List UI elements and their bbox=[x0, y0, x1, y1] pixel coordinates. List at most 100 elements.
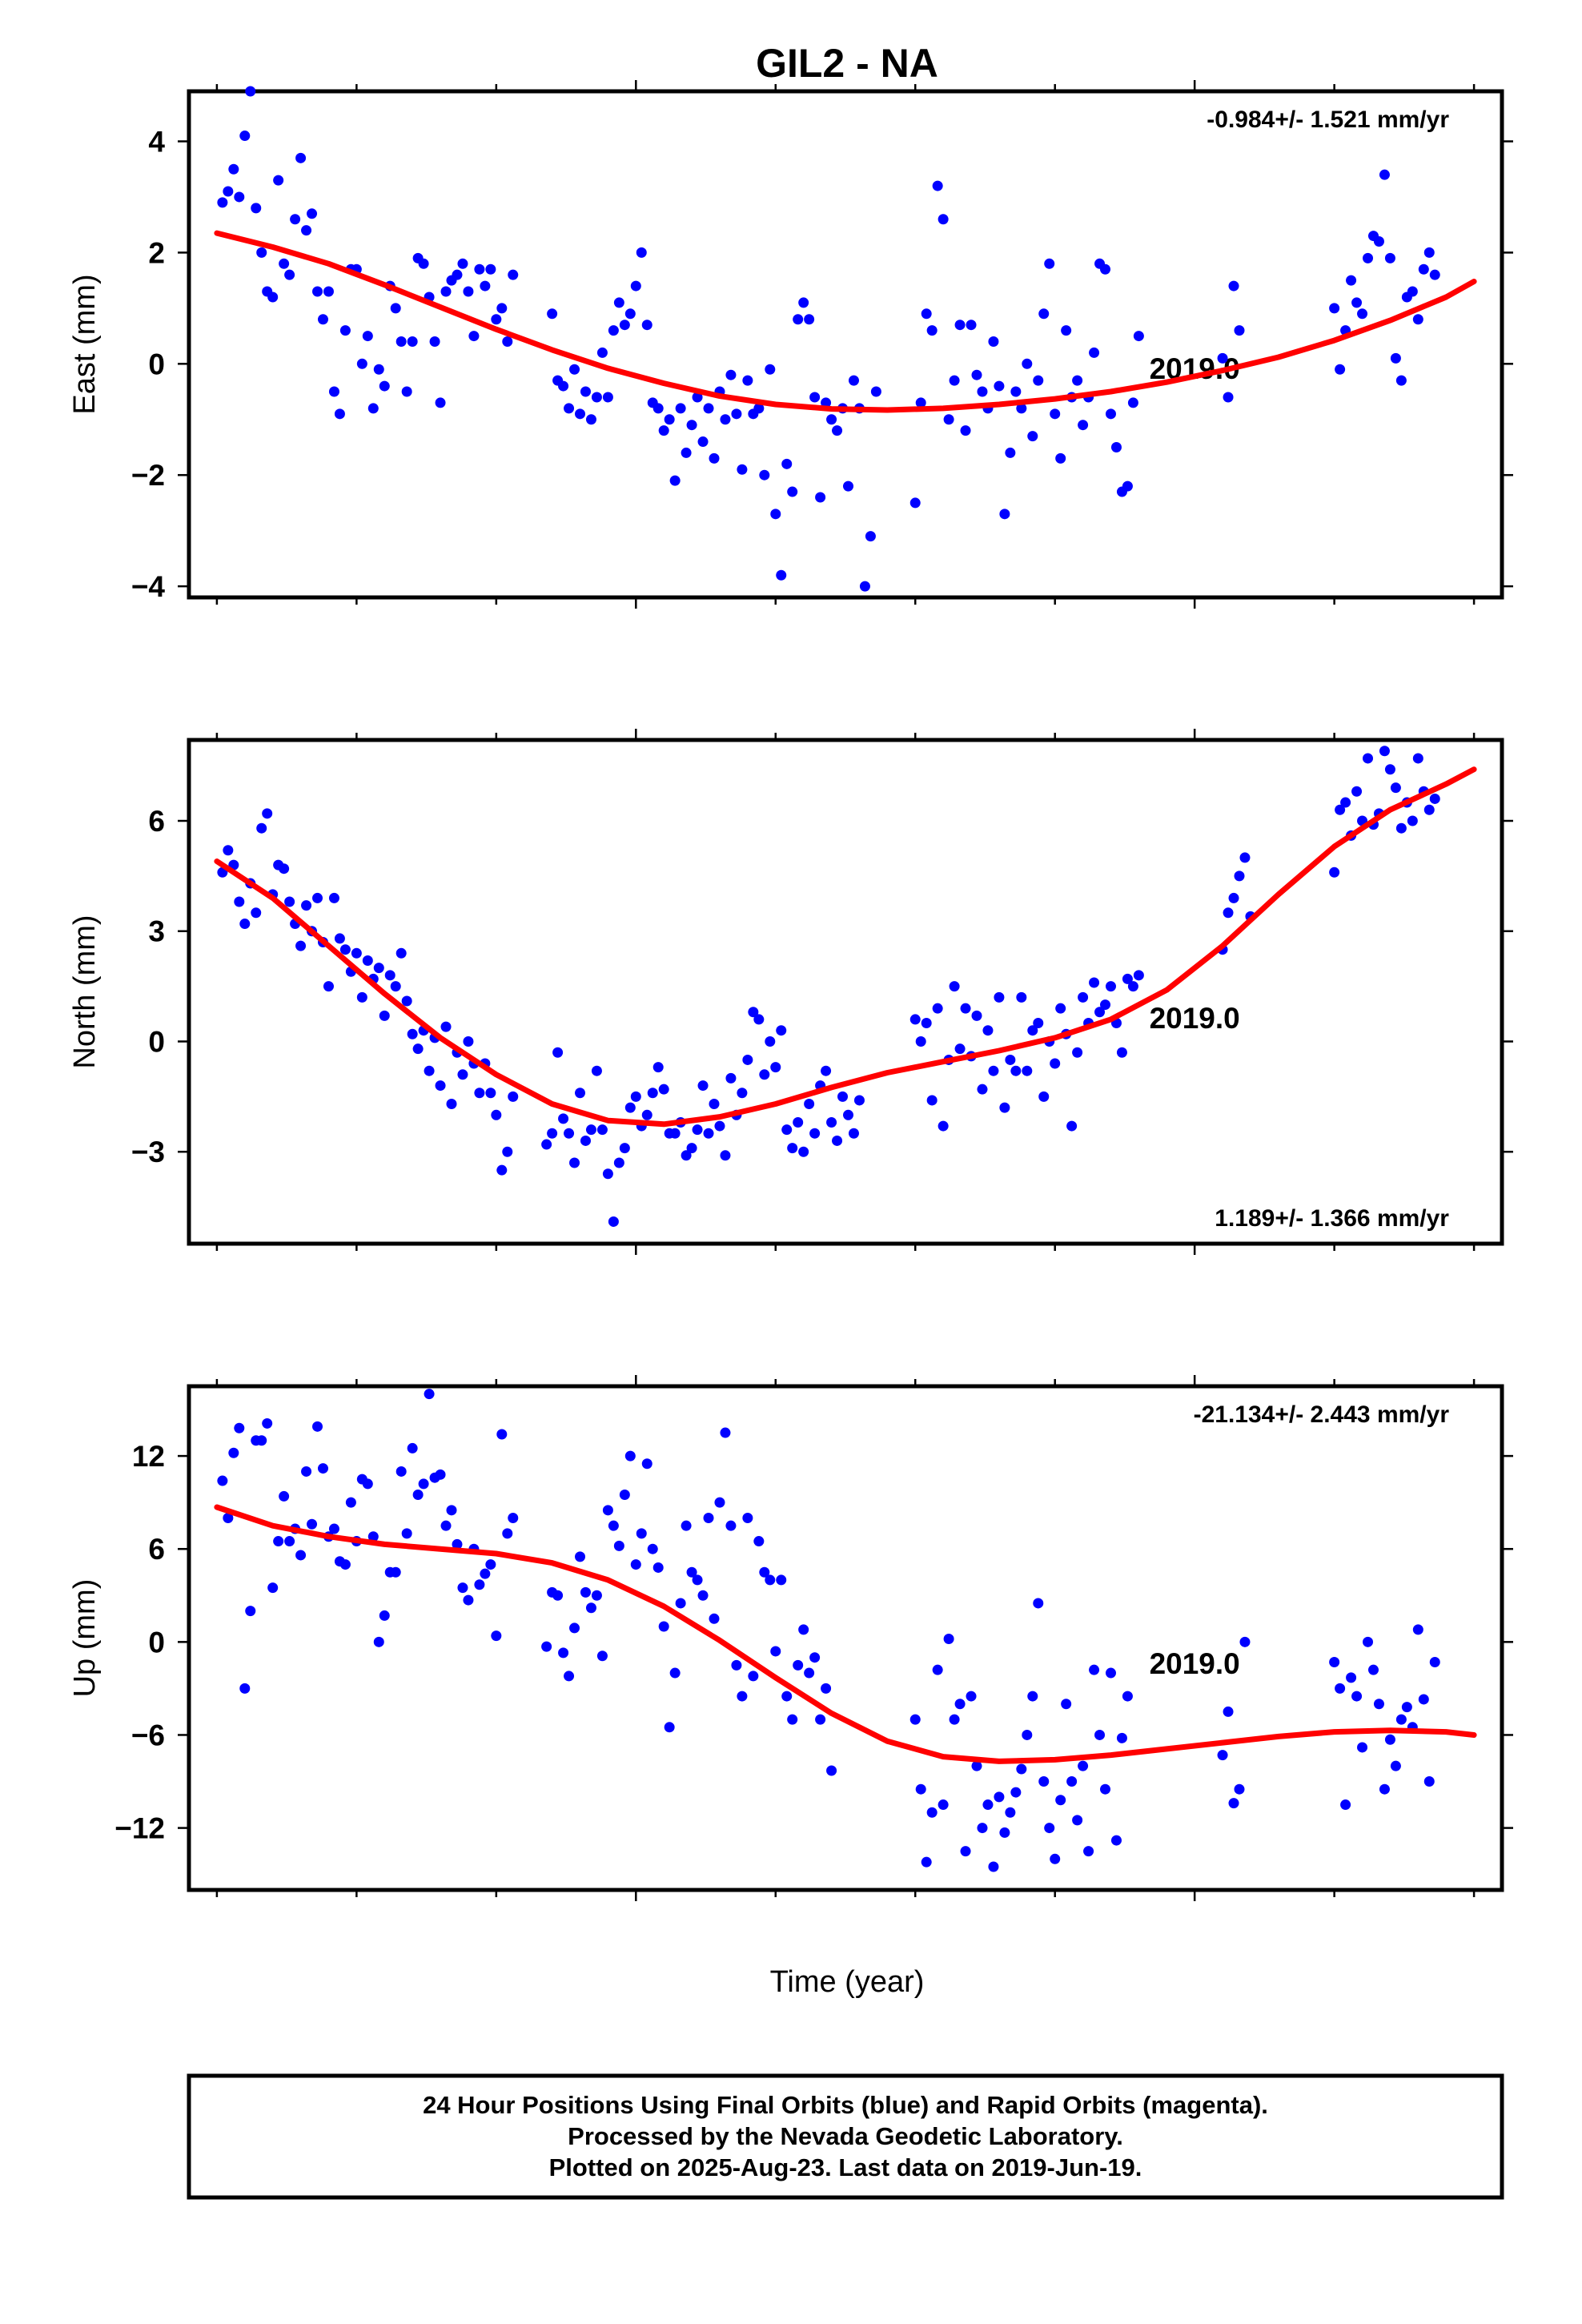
data-point bbox=[1094, 1007, 1106, 1018]
data-point bbox=[502, 1146, 513, 1157]
data-point bbox=[681, 1150, 692, 1161]
data-point bbox=[809, 1128, 821, 1139]
data-point bbox=[228, 1447, 239, 1458]
data-point bbox=[323, 981, 334, 992]
data-point bbox=[569, 1622, 580, 1634]
data-point bbox=[915, 1783, 926, 1795]
data-point bbox=[217, 1475, 228, 1486]
data-point bbox=[1228, 1798, 1239, 1809]
data-point bbox=[234, 191, 245, 203]
y-tick-label: 2 bbox=[148, 236, 165, 269]
data-point bbox=[1384, 1734, 1395, 1745]
data-point bbox=[971, 1760, 982, 1771]
data-point bbox=[630, 280, 641, 292]
data-point bbox=[1423, 247, 1435, 258]
y-tick-label: −12 bbox=[114, 1812, 165, 1845]
up-panel: 2019.0 −12 −6 0 6 12 Up (mm) -21.134+/- 2.443 m… bbox=[68, 1375, 1513, 1901]
data-point bbox=[994, 991, 1005, 1003]
footer-line-2: Processed by the Nevada Geodetic Laborat… bbox=[568, 2122, 1123, 2150]
data-point bbox=[407, 1442, 418, 1454]
data-point bbox=[1061, 1699, 1072, 1710]
data-point bbox=[915, 1035, 926, 1047]
trend-fit-line bbox=[214, 1504, 1477, 1764]
data-point bbox=[1407, 286, 1418, 297]
data-point bbox=[821, 397, 832, 408]
data-point bbox=[558, 380, 569, 392]
data-point bbox=[339, 944, 351, 955]
footer-box bbox=[187, 2073, 1504, 2200]
data-point bbox=[954, 1699, 966, 1710]
data-point bbox=[290, 214, 301, 225]
data-point bbox=[373, 1636, 384, 1647]
data-point bbox=[256, 1435, 267, 1446]
y-tick-label: 6 bbox=[148, 1533, 165, 1566]
data-point bbox=[1423, 804, 1435, 815]
data-point bbox=[793, 314, 804, 325]
data-point bbox=[960, 425, 971, 436]
footer-line-3: Plotted on 2025-Aug-23. Last data on 201… bbox=[549, 2153, 1142, 2181]
data-point bbox=[753, 1014, 765, 1025]
trend-fit-line bbox=[214, 766, 1477, 1128]
data-point bbox=[474, 1579, 485, 1590]
data-point bbox=[1228, 892, 1239, 903]
data-point bbox=[1010, 386, 1022, 397]
data-point bbox=[463, 1594, 474, 1606]
data-point bbox=[776, 1574, 787, 1586]
data-point bbox=[480, 280, 491, 292]
data-point bbox=[541, 1139, 552, 1150]
data-point bbox=[1412, 1624, 1423, 1635]
data-point bbox=[608, 325, 619, 336]
data-point bbox=[966, 1691, 977, 1702]
data-point bbox=[999, 1827, 1010, 1838]
data-point bbox=[926, 325, 938, 336]
data-point bbox=[921, 1018, 932, 1029]
data-point bbox=[725, 1520, 737, 1531]
data-point bbox=[256, 822, 267, 834]
data-point bbox=[692, 1574, 703, 1586]
data-point bbox=[821, 1683, 832, 1694]
data-point bbox=[669, 475, 681, 486]
data-point bbox=[652, 403, 664, 414]
data-point bbox=[932, 1664, 943, 1675]
data-point bbox=[1329, 866, 1340, 878]
y-tick-label: 6 bbox=[148, 805, 165, 838]
data-point bbox=[1234, 1783, 1245, 1795]
data-point bbox=[373, 364, 384, 375]
data-point bbox=[776, 1025, 787, 1036]
data-point bbox=[753, 403, 765, 414]
data-point bbox=[1234, 870, 1245, 882]
data-point bbox=[1078, 991, 1089, 1003]
data-point bbox=[312, 1421, 323, 1432]
data-point bbox=[307, 208, 318, 219]
data-point bbox=[731, 1659, 742, 1671]
y-tick-label: −2 bbox=[131, 459, 165, 492]
data-point bbox=[367, 403, 379, 414]
data-point bbox=[826, 1116, 837, 1128]
data-point bbox=[575, 1088, 586, 1099]
data-point bbox=[564, 1128, 575, 1139]
data-point bbox=[1429, 793, 1440, 804]
data-point bbox=[709, 452, 720, 464]
data-point bbox=[949, 981, 960, 992]
data-point bbox=[652, 1062, 664, 1073]
data-point bbox=[921, 1856, 932, 1868]
data-point bbox=[334, 933, 345, 944]
data-point bbox=[977, 1823, 988, 1834]
data-point bbox=[636, 1528, 647, 1539]
trend-fit-line bbox=[214, 230, 1477, 413]
data-point bbox=[1033, 1598, 1044, 1609]
data-point bbox=[624, 308, 636, 320]
data-point bbox=[596, 1124, 608, 1136]
data-point bbox=[636, 247, 647, 258]
data-point bbox=[658, 1084, 669, 1095]
data-point bbox=[1133, 970, 1144, 981]
data-point bbox=[1346, 275, 1357, 286]
data-point bbox=[619, 1143, 630, 1154]
data-point bbox=[446, 1505, 457, 1516]
data-point bbox=[1329, 1656, 1340, 1667]
data-point bbox=[1016, 991, 1027, 1003]
data-point bbox=[1395, 822, 1407, 834]
data-point bbox=[234, 1422, 245, 1433]
data-point bbox=[1027, 431, 1038, 442]
data-point bbox=[547, 1128, 558, 1139]
